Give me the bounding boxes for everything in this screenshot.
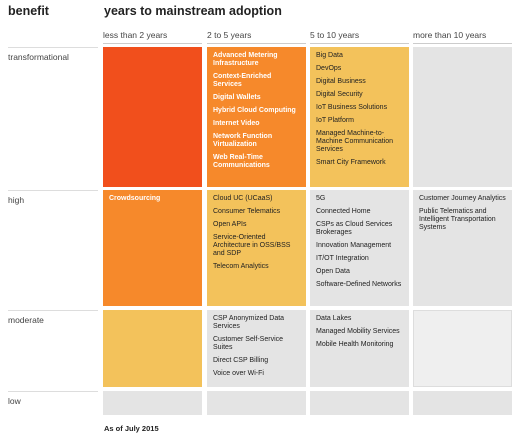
technology-item: Digital Security <box>316 91 363 98</box>
technology-item: Open Data <box>316 268 350 275</box>
technology-item: Customer Journey Analytics <box>419 195 506 202</box>
matrix-cell: Data Lakes Managed Mobility Services Mobil… <box>310 310 409 387</box>
technology-item: IoT Business Solutions <box>316 104 388 111</box>
technology-item: Web Real-Time Communications <box>213 154 270 169</box>
technology-item: Mobile Health Monitoring <box>316 341 394 348</box>
technology-item: Digital Business <box>316 78 366 85</box>
technology-item: Advanced Metering Infrastructure <box>213 52 278 67</box>
matrix-cell: 5G Connected Home CSPs as Cloud Services B… <box>310 190 409 306</box>
column-header: less than 2 years <box>103 30 202 44</box>
row-label: transformational <box>8 47 98 62</box>
row-label: low <box>8 391 98 406</box>
technology-item: IT/OT Integration <box>316 255 369 262</box>
technology-item: DevOps <box>316 65 342 72</box>
row-label: high <box>8 190 98 205</box>
matrix-cell: CSP Anonymized Data Services Customer Sel… <box>207 310 306 387</box>
matrix-cell <box>413 47 512 187</box>
technology-item: IoT Platform <box>316 117 354 124</box>
technology-item: Managed Mobility Services <box>316 328 400 335</box>
row-label: moderate <box>8 310 98 325</box>
matrix-cell: Big Data DevOps Digital Business Digital Se… <box>310 47 409 187</box>
technology-item: Cloud UC (UCaaS) <box>213 195 273 202</box>
technology-item: Managed Machine-to-Machine Communication… <box>316 130 394 153</box>
technology-item: Network Function Virtualization <box>213 133 273 148</box>
technology-item: Smart City Framework <box>316 159 386 166</box>
technology-item: Software-Defined Networks <box>316 281 402 288</box>
technology-item: Innovation Management <box>316 242 392 249</box>
technology-item: Context-Enriched Services <box>213 73 272 88</box>
column-header: more than 10 years <box>413 30 512 44</box>
matrix-cell: Cloud UC (UCaaS) Consumer Telematics Open … <box>207 190 306 306</box>
technology-item: Connected Home <box>316 208 371 215</box>
technology-item: Big Data <box>316 52 343 59</box>
footer-note: As of July 2015 <box>104 424 159 433</box>
technology-item: CSPs as Cloud Services Brokerages <box>316 221 393 236</box>
matrix-cell: Advanced Metering Infrastructure Context-… <box>207 47 306 187</box>
column-header: 5 to 10 years <box>310 30 409 44</box>
matrix-cell <box>103 47 202 187</box>
technology-item: Digital Wallets <box>213 94 261 101</box>
technology-item: Direct CSP Billing <box>213 357 269 364</box>
matrix-cell <box>413 391 512 415</box>
matrix-cell: Customer Journey Analytics Public Telemat… <box>413 190 512 306</box>
technology-item: Open APIs <box>213 221 247 228</box>
matrix-cell <box>413 310 512 387</box>
column-header: 2 to 5 years <box>207 30 306 44</box>
technology-item: Customer Self-Service Suites <box>213 336 284 351</box>
matrix-cell <box>103 391 202 415</box>
technology-item: CSP Anonymized Data Services <box>213 315 285 330</box>
technology-item: Telecom Analytics <box>213 263 269 270</box>
technology-item: Voice over Wi-Fi <box>213 370 264 377</box>
technology-item: Hybrid Cloud Computing <box>213 107 296 114</box>
matrix-cell <box>310 391 409 415</box>
technology-item: Public Telematics and Intelligent Transp… <box>419 208 496 231</box>
technology-item: Internet Video <box>213 120 260 127</box>
benefit-header: benefit <box>8 4 49 18</box>
matrix-cell <box>207 391 306 415</box>
matrix-cell <box>103 310 202 387</box>
matrix-cell: Crowdsourcing <box>103 190 202 306</box>
technology-item: Data Lakes <box>316 315 352 322</box>
technology-item: 5G <box>316 195 326 202</box>
technology-item: Crowdsourcing <box>109 195 161 202</box>
technology-item: Consumer Telematics <box>213 208 281 215</box>
matrix-title: years to mainstream adoption <box>104 4 282 18</box>
technology-item: Service-Oriented Architecture in OSS/BSS… <box>213 234 291 257</box>
